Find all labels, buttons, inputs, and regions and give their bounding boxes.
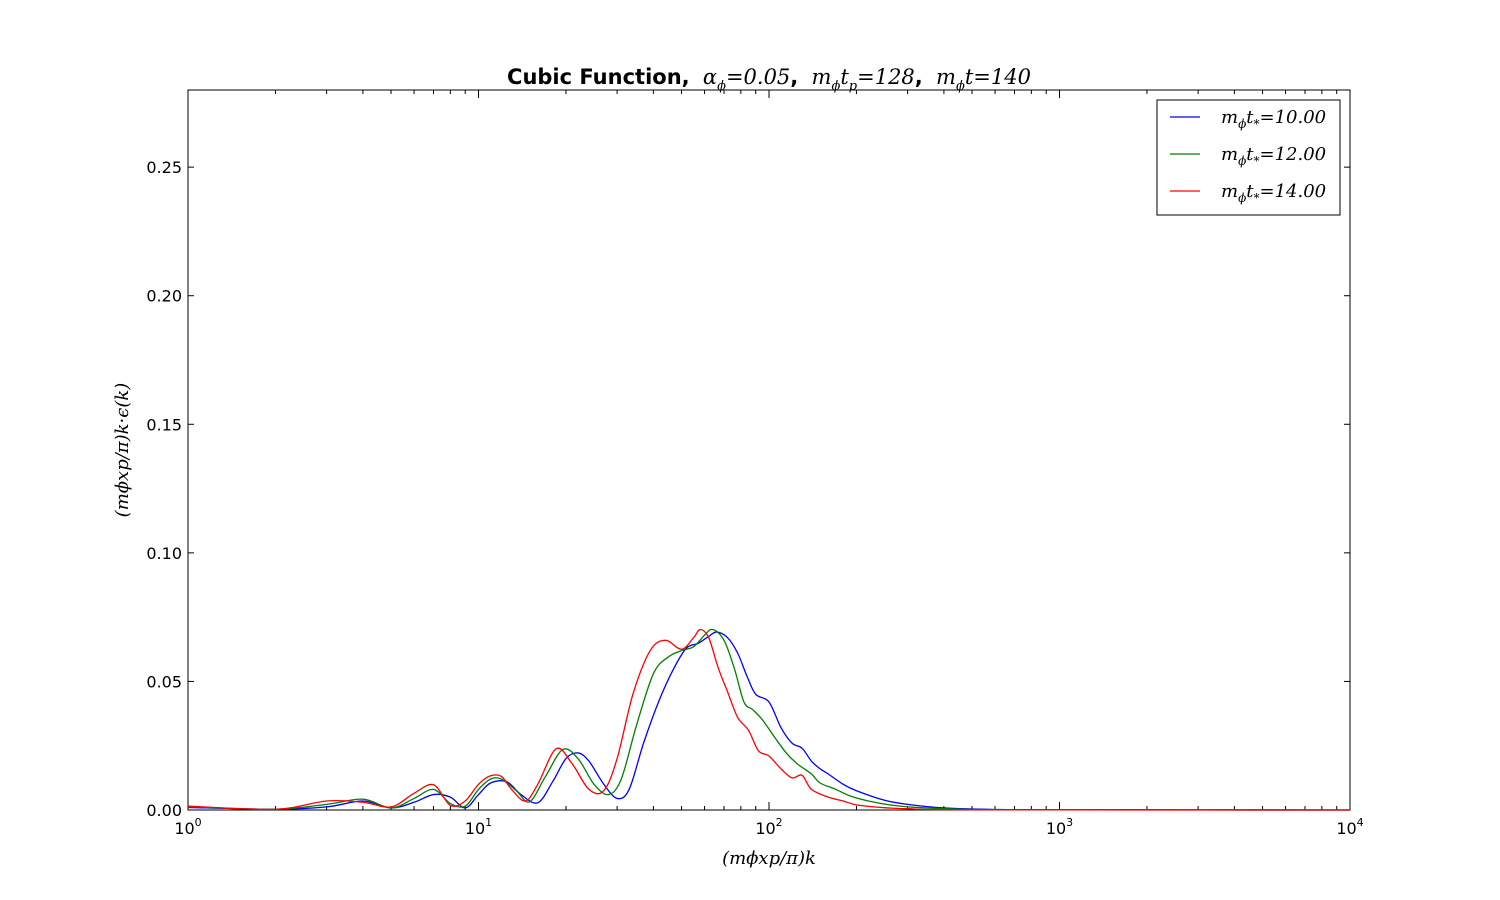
x-tick-label-3: 103: [1046, 816, 1073, 838]
title-alpha-sub: ϕ: [717, 79, 726, 94]
x-axis-label: (mϕxp/π)k: [722, 848, 816, 869]
x-tick-label-4: 104: [1336, 816, 1363, 838]
series-line-2: [187, 628, 1351, 811]
title-m2: m: [936, 65, 956, 89]
y-tick-label-3: 0.15: [146, 415, 182, 434]
title-t-value: =140: [973, 65, 1031, 89]
title-t2: t: [965, 65, 974, 89]
legend: mϕt*=10.00 mϕt*=12.00 mϕt*=14.00: [1156, 99, 1341, 216]
title-sep1: ,: [790, 65, 798, 89]
series-lines: [187, 628, 1351, 811]
legend-label-0: mϕt*=10.00: [1221, 107, 1326, 131]
title-tp-value: =128: [857, 65, 915, 89]
title-sep2: ,: [915, 65, 923, 89]
title-m2-sub: ϕ: [956, 79, 965, 94]
x-tick-label-0: 100: [174, 816, 201, 838]
legend-box: [1156, 99, 1341, 216]
legend-label-1: mϕt*=12.00: [1221, 144, 1326, 168]
x-tick-label-1: 101: [465, 816, 492, 838]
title-alpha: α: [703, 65, 717, 89]
y-tick-label-0: 0.00: [146, 801, 182, 820]
title-bold-text: Cubic Function,: [507, 65, 690, 89]
title-m: m: [812, 65, 832, 89]
y-tick-label-5: 0.25: [146, 158, 182, 177]
title-t: t: [840, 65, 849, 89]
title-t-sub: p: [849, 79, 858, 94]
title-m-sub: ϕ: [831, 79, 840, 94]
chart-title: Cubic Function, αϕ=0.05, mϕtp=128, mϕt=1…: [507, 65, 1031, 94]
x-tick-label-2: 102: [755, 816, 782, 838]
y-tick-label-1: 0.05: [146, 672, 182, 691]
y-axis-label: (mϕxp/π)k·ϵ(k): [112, 383, 133, 518]
y-tick-label-4: 0.20: [146, 287, 182, 306]
title-alpha-value: =0.05: [726, 65, 790, 89]
legend-label-2: mϕt*=14.00: [1221, 181, 1326, 205]
y-tick-label-2: 0.10: [146, 544, 182, 563]
series-line-1: [187, 628, 1351, 811]
series-line-0: [187, 631, 1351, 811]
